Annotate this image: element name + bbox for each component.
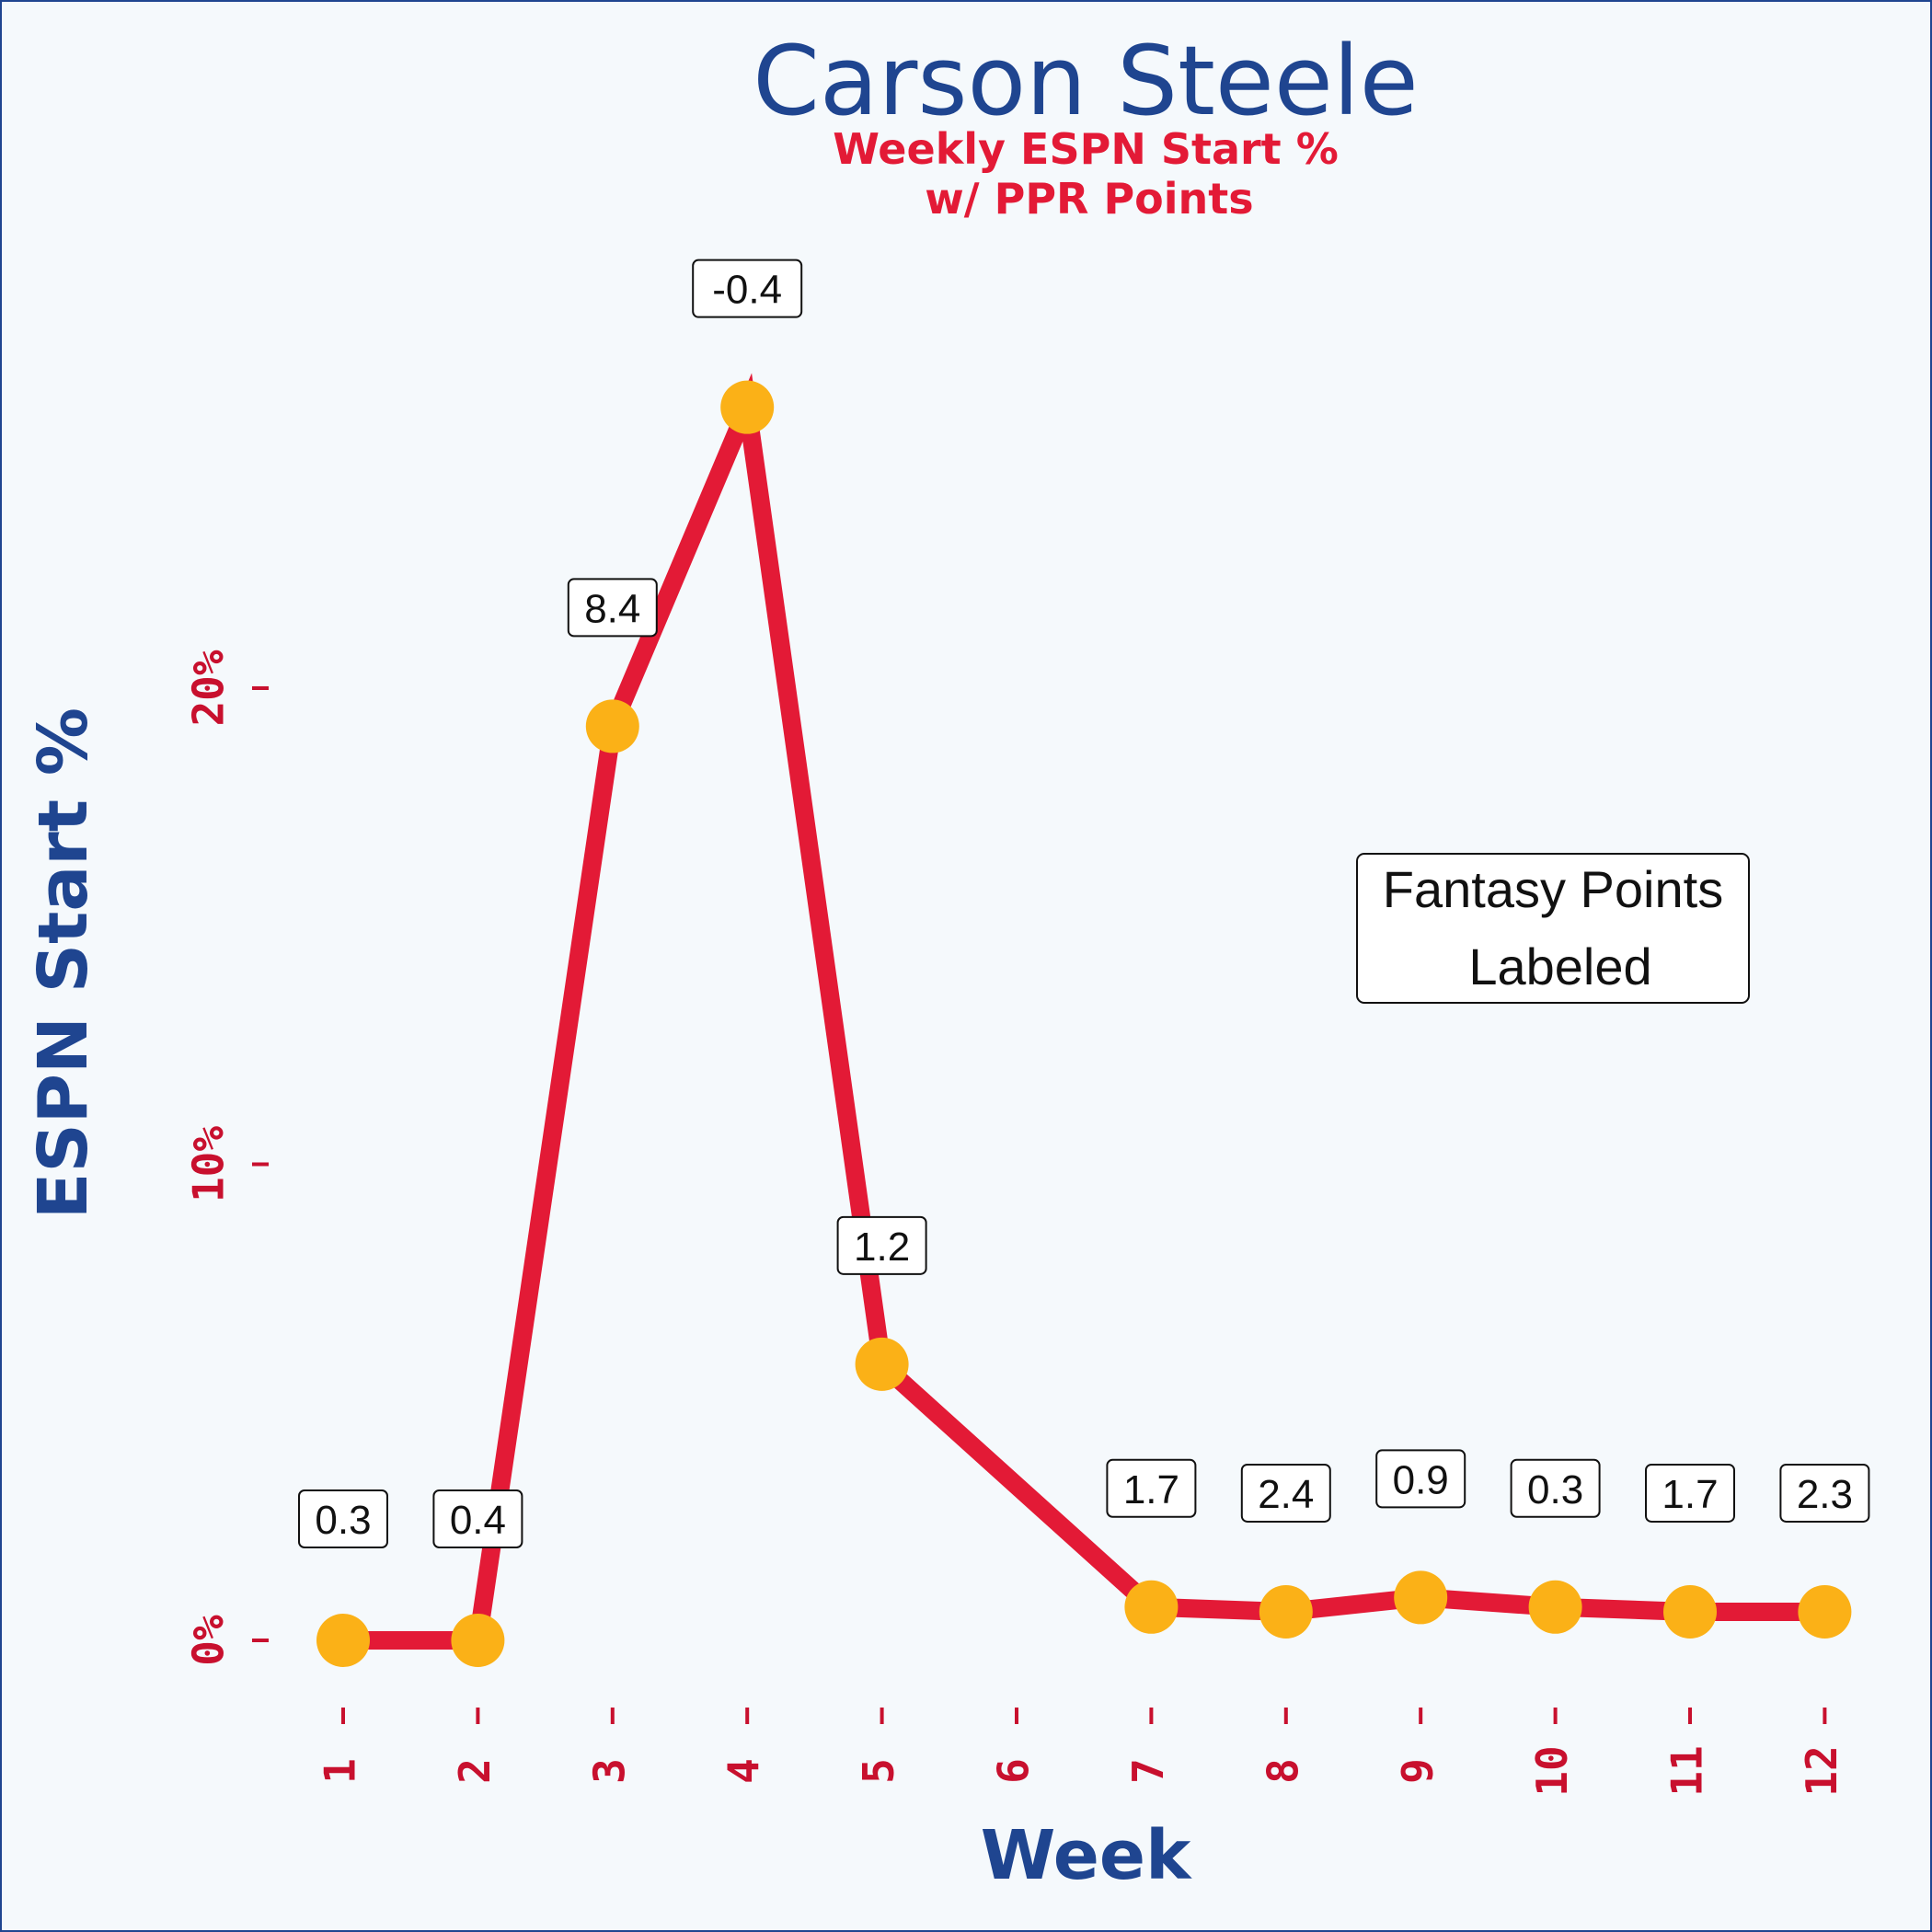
series-line bbox=[343, 373, 1825, 1650]
point-label-text: -0.4 bbox=[712, 268, 782, 313]
x-tick-label: 7 bbox=[1123, 1758, 1173, 1784]
point-label-text: 2.4 bbox=[1258, 1472, 1314, 1517]
point-label-box bbox=[836, 1215, 927, 1275]
data-point-marker bbox=[1259, 1584, 1313, 1639]
point-labels: 0.3 0.4 8.4 -0.4 1.2 1.7 2.4 0.9 0.3 1.7 2.3 bbox=[298, 259, 1870, 1548]
point-label-text: 1.2 bbox=[854, 1225, 910, 1270]
x-axis-title: Week bbox=[981, 1816, 1192, 1895]
point-label: 1.2 bbox=[836, 1215, 927, 1275]
x-tick-label: 3 bbox=[584, 1758, 634, 1784]
point-label-text: 2.3 bbox=[1797, 1472, 1853, 1517]
x-tick-label: 8 bbox=[1258, 1758, 1307, 1784]
point-label-box bbox=[1106, 1458, 1197, 1518]
point-label-text: 0.9 bbox=[1393, 1457, 1449, 1502]
point-label: 2.4 bbox=[1240, 1463, 1331, 1523]
point-label-text: 0.3 bbox=[315, 1498, 371, 1543]
x-tick-label: 5 bbox=[854, 1758, 903, 1784]
data-point-marker bbox=[855, 1337, 909, 1391]
point-label-box bbox=[1240, 1463, 1331, 1523]
data-point-marker bbox=[316, 1614, 370, 1667]
point-label-box bbox=[298, 1489, 388, 1548]
point-label: 8.4 bbox=[567, 578, 658, 638]
data-point-marker bbox=[1394, 1570, 1448, 1625]
point-label: 2.3 bbox=[1779, 1463, 1870, 1523]
annotation-line-1: Fantasy Points bbox=[1383, 860, 1723, 918]
x-axis: 1 2 3 4 5 6 7 8 9 10 11 12 bbox=[316, 1708, 1846, 1797]
data-markers bbox=[316, 380, 1852, 1667]
point-label: 0.4 bbox=[432, 1489, 523, 1548]
y-axis: 0% 10% 20% bbox=[184, 650, 269, 1666]
x-tick-label: 6 bbox=[989, 1758, 1039, 1784]
chart-title: Carson Steele bbox=[753, 25, 1419, 137]
point-label-box bbox=[432, 1489, 523, 1548]
annotation-box-frame bbox=[1356, 853, 1750, 1004]
point-label-text: 0.4 bbox=[450, 1498, 506, 1543]
point-label-box bbox=[692, 259, 803, 318]
point-label-text: 1.7 bbox=[1123, 1467, 1179, 1512]
data-point-marker bbox=[1798, 1584, 1852, 1639]
chart-subtitle-line-1: Weekly ESPN Start % bbox=[833, 124, 1339, 174]
x-tick-label: 9 bbox=[1393, 1758, 1443, 1784]
y-axis-title: ESPN Start % bbox=[24, 707, 103, 1219]
point-label-text: 8.4 bbox=[584, 586, 640, 631]
chart-subtitle-line-2: w/ PPR Points bbox=[925, 174, 1253, 224]
data-point-marker bbox=[1663, 1584, 1717, 1639]
y-tick-label: 20% bbox=[184, 650, 234, 726]
x-tick-label: 11 bbox=[1662, 1745, 1712, 1796]
point-label-box bbox=[567, 578, 658, 638]
x-tick-label: 10 bbox=[1527, 1745, 1577, 1796]
point-label: 0.3 bbox=[298, 1489, 388, 1548]
annotation-line-2: Labeled bbox=[1468, 937, 1651, 995]
point-label-box bbox=[1645, 1463, 1735, 1523]
x-tick-label: 1 bbox=[316, 1758, 365, 1784]
point-label: 0.3 bbox=[1510, 1458, 1601, 1518]
point-label-box bbox=[1375, 1449, 1466, 1509]
point-label: -0.4 bbox=[692, 259, 803, 318]
point-label: 0.9 bbox=[1375, 1449, 1466, 1509]
data-point-marker bbox=[451, 1614, 505, 1667]
data-point-marker bbox=[1528, 1580, 1582, 1634]
point-label-text: 1.7 bbox=[1662, 1472, 1718, 1517]
point-label-box bbox=[1779, 1463, 1870, 1523]
data-point-marker bbox=[585, 699, 639, 753]
point-label: 1.7 bbox=[1106, 1458, 1197, 1518]
data-point-marker bbox=[1124, 1580, 1179, 1634]
point-label: 1.7 bbox=[1645, 1463, 1735, 1523]
data-point-marker bbox=[720, 380, 775, 434]
x-tick-label: 2 bbox=[450, 1758, 500, 1784]
point-label-text: 0.3 bbox=[1527, 1467, 1583, 1512]
x-tick-label: 12 bbox=[1797, 1745, 1846, 1796]
y-tick-label: 10% bbox=[184, 1126, 234, 1202]
annotation-box: Fantasy Points Labeled bbox=[1356, 853, 1750, 1004]
series-line-path bbox=[343, 373, 1825, 1650]
y-tick-label: 0% bbox=[184, 1615, 234, 1666]
x-tick-label: 4 bbox=[719, 1758, 769, 1784]
point-label-box bbox=[1510, 1458, 1601, 1518]
